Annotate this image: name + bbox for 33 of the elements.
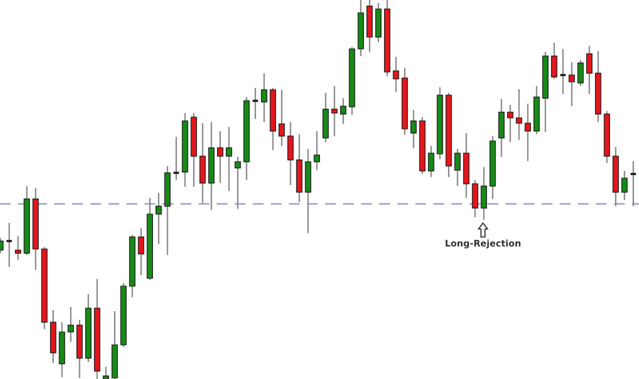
candlestick xyxy=(14,235,22,261)
candlestick xyxy=(172,136,180,181)
candlestick xyxy=(217,130,224,184)
candlestick xyxy=(454,148,461,187)
candlestick xyxy=(68,306,74,343)
candlestick xyxy=(516,88,522,141)
candlestick xyxy=(392,56,400,93)
candlestick xyxy=(252,87,260,120)
candlestick xyxy=(621,170,628,201)
candlestick xyxy=(577,59,584,87)
candlestick xyxy=(5,222,14,268)
candlestick xyxy=(234,156,241,210)
candlestick xyxy=(102,366,110,379)
candlestick xyxy=(524,103,531,162)
candlestick xyxy=(480,166,488,221)
candlestick xyxy=(629,160,638,207)
candlestick xyxy=(586,45,592,95)
annotation: Long-Rejection xyxy=(446,240,520,248)
candlestick xyxy=(138,227,144,276)
candlestick xyxy=(428,145,434,178)
candlestick xyxy=(278,89,285,147)
candlestick xyxy=(314,130,320,171)
candlestick xyxy=(331,85,338,137)
candlestick xyxy=(507,104,514,143)
candlestick xyxy=(551,42,558,80)
candlestick xyxy=(287,121,294,186)
candlestick xyxy=(568,61,575,107)
candlestick xyxy=(559,48,567,95)
candlestick xyxy=(410,109,417,149)
candlestick xyxy=(156,192,162,245)
candlestick xyxy=(226,126,232,192)
candlestick xyxy=(340,97,346,125)
candlestick xyxy=(260,72,268,123)
